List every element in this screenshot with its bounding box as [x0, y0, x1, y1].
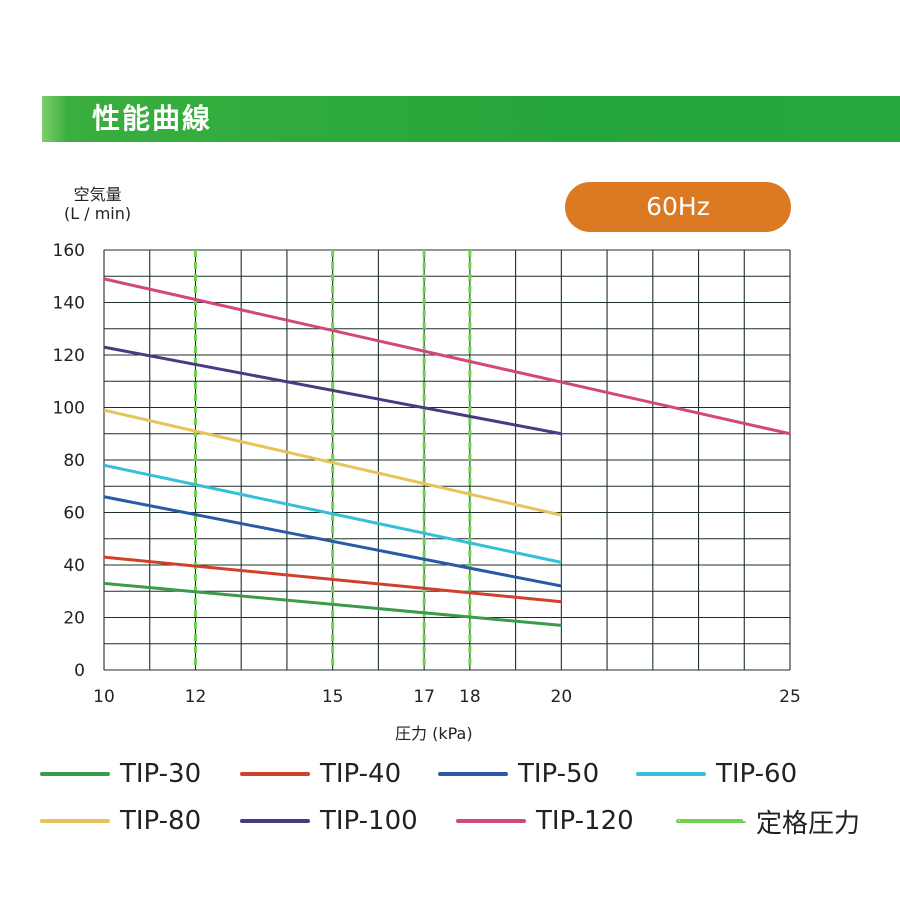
legend-item: TIP-60 — [636, 752, 797, 796]
legend-item: TIP-30 — [40, 752, 201, 796]
y-axis-label-unit: (L / min) — [64, 204, 132, 223]
legend-swatch — [240, 819, 310, 823]
x-tick-label: 20 — [551, 687, 573, 707]
x-tick-label: 12 — [185, 687, 207, 707]
legend-label: TIP-30 — [120, 759, 202, 789]
legend-label: TIP-60 — [716, 759, 798, 789]
y-tick-label: 80 — [63, 451, 85, 471]
y-axis-label: 空気量 (L / min) — [64, 185, 131, 223]
y-tick-label: 20 — [63, 609, 85, 629]
series-line-tip-80 — [103, 408, 562, 517]
y-tick-label: 100 — [53, 399, 85, 419]
legend-swatch — [636, 772, 706, 776]
header-bar — [42, 96, 900, 142]
x-tick-label: 15 — [322, 687, 344, 707]
series-line-tip-50 — [103, 495, 562, 588]
legend-swatch — [40, 772, 110, 776]
legend-swatch — [40, 819, 110, 823]
frequency-badge: 60Hz — [565, 182, 791, 232]
x-tick-label: 18 — [459, 687, 481, 707]
x-tick-label: 10 — [93, 687, 115, 707]
legend-swatch — [676, 819, 746, 823]
y-tick-label: 140 — [53, 294, 85, 314]
y-axis-label-name: 空気量 — [73, 185, 122, 204]
x-tick-label: 25 — [779, 687, 801, 707]
legend-swatch — [240, 772, 310, 776]
legend-label: TIP-40 — [320, 759, 402, 789]
legend-label: TIP-80 — [120, 806, 202, 836]
y-tick-label: 40 — [63, 556, 85, 576]
legend-swatch — [438, 772, 508, 776]
legend-item: TIP-40 — [240, 752, 401, 796]
series-line-tip-100 — [103, 345, 562, 436]
y-tick-label: 160 — [53, 241, 85, 261]
y-tick-label: 120 — [53, 346, 85, 366]
legend-label: TIP-100 — [320, 806, 418, 836]
series-line-tip-60 — [103, 463, 562, 564]
chart-legend: TIP-30 TIP-40 TIP-50 TIP-60 TIP-80 TIP-100 TIP… — [40, 752, 890, 852]
series-line-tip-30 — [103, 581, 562, 627]
y-tick-label: 0 — [74, 661, 85, 681]
legend-item: TIP-80 — [40, 799, 201, 843]
x-axis-label: 圧力 (kPa) — [395, 724, 473, 743]
legend-item: 定格圧力 — [676, 799, 860, 843]
legend-item: TIP-100 — [240, 799, 418, 843]
legend-item: TIP-50 — [438, 752, 599, 796]
legend-item: TIP-120 — [456, 799, 634, 843]
legend-swatch — [456, 819, 526, 823]
y-tick-label: 60 — [63, 504, 85, 524]
series-line-tip-40 — [103, 555, 562, 604]
x-tick-label: 17 — [413, 687, 435, 707]
page-title: 性能曲線 — [92, 102, 213, 135]
legend-label: TIP-120 — [536, 806, 634, 836]
series-line-tip-120 — [103, 277, 791, 436]
legend-label: TIP-50 — [518, 759, 600, 789]
legend-label: 定格圧力 — [756, 808, 861, 839]
